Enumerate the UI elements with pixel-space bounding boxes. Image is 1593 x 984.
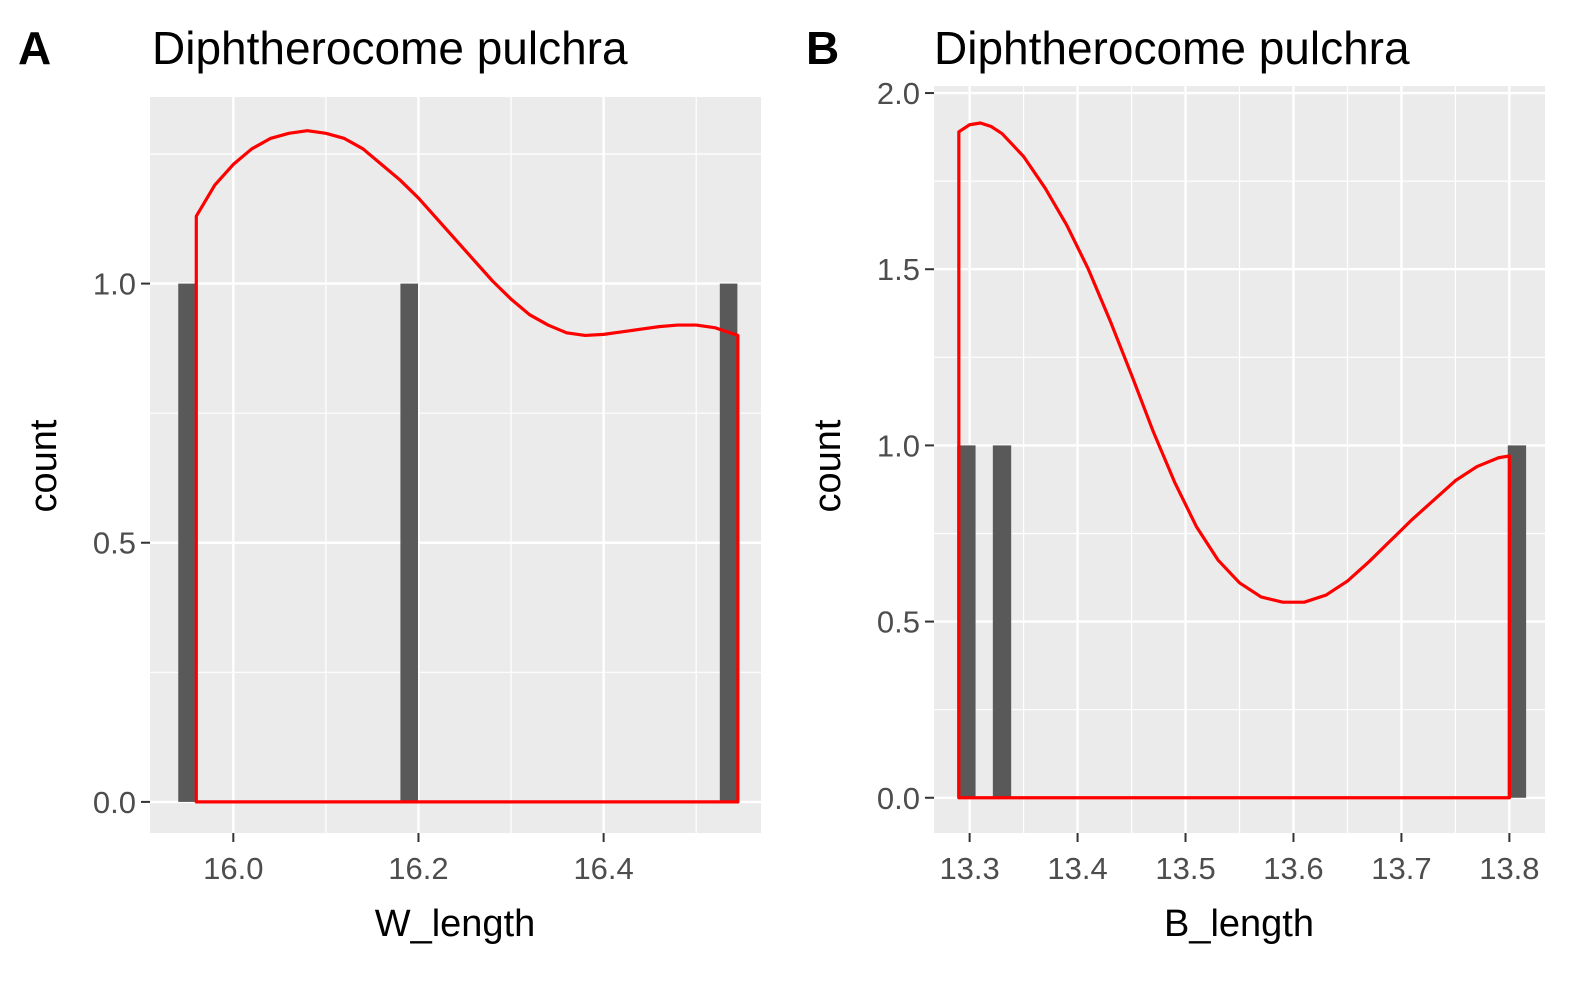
y-axis-title: count	[807, 419, 849, 512]
histogram-bar	[992, 445, 1012, 798]
x-tick-label: 13.4	[1047, 851, 1107, 886]
y-axis-title: count	[23, 419, 65, 512]
density-line	[194, 129, 740, 804]
y-axis: 0.0 0.5 1.0	[93, 267, 150, 820]
histogram-bar	[719, 283, 738, 802]
histogram-bar	[400, 283, 419, 802]
histogram-bar	[178, 283, 196, 802]
x-tick-label: 13.6	[1263, 851, 1323, 886]
y-tick-label: 0.5	[93, 526, 136, 561]
x-axis: 13.3 13.4 13.5 13.6 13.7 13.8	[939, 833, 1540, 886]
x-axis-title: B_length	[1164, 903, 1314, 945]
y-axis: 0.0 0.5 1.0 1.5 2.0	[877, 76, 934, 816]
y-tick-label: 0.5	[877, 605, 920, 640]
density-curve	[194, 129, 740, 804]
y-tick-label: 1.0	[93, 267, 136, 302]
panel-tag: A	[18, 22, 51, 74]
y-tick-label: 0.0	[93, 785, 136, 820]
panel-b: B Diphtherocome pulchra 0.00.51.01.52.0 …	[806, 22, 1545, 945]
density-line	[957, 121, 1511, 800]
chart-title: Diphtherocome pulchra	[152, 22, 628, 74]
y-tick-label: 1.0	[877, 428, 920, 463]
panel-tag: B	[806, 22, 839, 74]
x-tick-label: 13.8	[1479, 851, 1539, 886]
minor-grid	[150, 97, 761, 833]
x-tick-label: 13.7	[1371, 851, 1431, 886]
x-axis-title: W_length	[375, 903, 536, 945]
histogram-bar	[1507, 445, 1527, 798]
y-tick-label: 0.0	[877, 781, 920, 816]
histogram-bars	[957, 445, 1527, 798]
plot-background	[150, 97, 761, 833]
x-tick-label: 13.3	[939, 851, 999, 886]
x-tick-label: 16.4	[573, 851, 633, 886]
y-tick-label: 2.0	[877, 76, 920, 111]
histogram-bar	[957, 445, 976, 798]
x-tick-label: 16.0	[203, 851, 263, 886]
panel-a: A Diphtherocome pulchra 0.00.51.0 16.0 16…	[18, 22, 761, 945]
density-curve	[957, 121, 1511, 800]
minor-grid	[934, 86, 1545, 833]
y-tick-label: 1.5	[877, 252, 920, 287]
histogram-bars	[178, 283, 738, 802]
chart-title: Diphtherocome pulchra	[934, 22, 1410, 74]
x-tick-label: 13.5	[1155, 851, 1215, 886]
x-tick-label: 16.2	[388, 851, 448, 886]
x-axis: 16.0 16.2 16.4	[203, 833, 634, 886]
